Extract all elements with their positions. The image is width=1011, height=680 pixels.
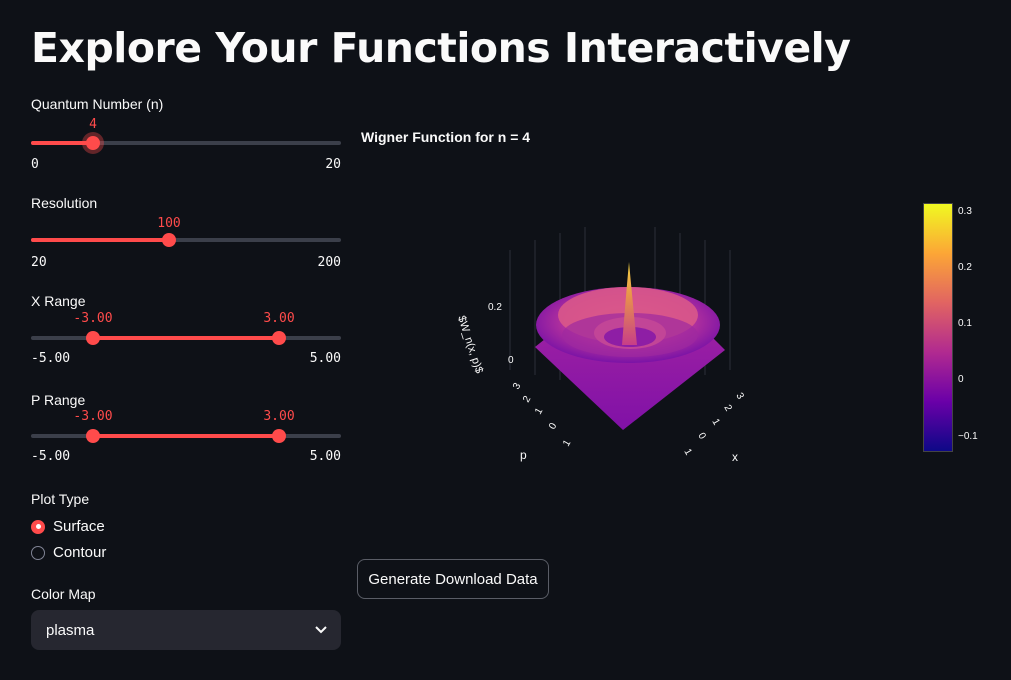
- quantum-number-thumb[interactable]: [86, 136, 100, 150]
- colorbar-tick: 0.3: [958, 206, 972, 217]
- plot-type-option-surface[interactable]: Surface: [31, 518, 105, 535]
- surface-plot[interactable]: 0.2 0 $W_n(x, p)$ 3 2 1 0 1 p 3 2 1 0 1 …: [440, 185, 800, 485]
- p-range-max: 5.00: [309, 449, 341, 464]
- p-tick: 3: [511, 381, 524, 392]
- p-range-high-thumb[interactable]: [272, 429, 286, 443]
- resolution-max: 200: [317, 255, 341, 270]
- x-range-high-value: 3.00: [263, 311, 295, 326]
- resolution-value: 100: [157, 216, 181, 231]
- z-axis-label: $W_n(x, p)$: [455, 314, 485, 375]
- quantum-number-fill: [31, 141, 93, 145]
- radio-unselected-icon[interactable]: [31, 545, 45, 560]
- resolution-min: 20: [31, 255, 47, 270]
- p-range-low-thumb[interactable]: [86, 429, 100, 443]
- colorbar: [923, 203, 953, 452]
- quantum-number-max: 20: [325, 157, 341, 172]
- resolution-fill: [31, 238, 169, 242]
- chart-title: Wigner Function for n = 4: [361, 129, 531, 145]
- resolution-track[interactable]: [31, 233, 341, 247]
- page-title: Explore Your Functions Interactively: [31, 24, 851, 72]
- x-range-high-thumb[interactable]: [272, 331, 286, 345]
- quantum-number-min: 0: [31, 157, 39, 172]
- x-range-min: -5.00: [31, 351, 71, 366]
- colorbar-tick: −0.1: [958, 431, 978, 442]
- p-tick: 0: [547, 421, 560, 432]
- x-range-low-thumb[interactable]: [86, 331, 100, 345]
- p-range-high-value: 3.00: [263, 409, 295, 424]
- resolution-label: Resolution: [31, 195, 98, 211]
- color-map-select[interactable]: plasma: [31, 610, 341, 650]
- color-map-label: Color Map: [31, 586, 96, 602]
- quantum-number-label: Quantum Number (n): [31, 96, 164, 112]
- p-range-min: -5.00: [31, 449, 71, 464]
- x-tick: 0: [695, 431, 708, 442]
- color-map-value: plasma: [46, 621, 95, 639]
- plot-type-option-contour[interactable]: Contour: [31, 544, 106, 561]
- quantum-number-track[interactable]: [31, 136, 341, 150]
- x-axis-ticks: 3 2 1 0 1: [681, 391, 746, 458]
- quantum-number-value: 4: [89, 117, 97, 132]
- p-axis-ticks: 3 2 1 0 1: [511, 381, 574, 449]
- radio-selected-icon[interactable]: [31, 519, 45, 534]
- colorbar-tick: 0.2: [958, 262, 972, 273]
- x-tick: 3: [733, 391, 746, 402]
- colorbar-tick: 0: [958, 374, 964, 385]
- x-axis-label: x: [732, 450, 738, 464]
- p-axis-label: p: [520, 448, 527, 462]
- x-tick: 1: [709, 417, 722, 428]
- z-tick: 0.2: [488, 302, 502, 313]
- resolution-thumb[interactable]: [162, 233, 176, 247]
- p-range-track[interactable]: [31, 429, 341, 443]
- surface-base: [535, 335, 725, 430]
- p-tick: 1: [561, 438, 574, 449]
- colorbar-tick: 0.1: [958, 318, 972, 329]
- plot-type-option-label: Surface: [53, 518, 105, 535]
- z-tick: 0: [508, 355, 514, 366]
- x-tick: 1: [681, 447, 694, 458]
- p-range-low-value: -3.00: [73, 409, 113, 424]
- p-range-fill: [93, 434, 279, 438]
- p-tick: 2: [521, 394, 534, 405]
- x-range-fill: [93, 336, 279, 340]
- x-range-track[interactable]: [31, 331, 341, 345]
- plot-type-option-label: Contour: [53, 544, 107, 561]
- x-tick: 2: [721, 403, 734, 414]
- surface-central-peak: [622, 262, 637, 345]
- p-tick: 1: [533, 406, 546, 417]
- plot-type-label: Plot Type: [31, 491, 90, 507]
- x-range-max: 5.00: [309, 351, 341, 366]
- generate-download-button[interactable]: Generate Download Data: [357, 559, 549, 599]
- x-range-label: X Range: [31, 293, 86, 309]
- chevron-down-icon: [315, 623, 327, 637]
- p-range-label: P Range: [31, 392, 86, 408]
- x-range-low-value: -3.00: [73, 311, 113, 326]
